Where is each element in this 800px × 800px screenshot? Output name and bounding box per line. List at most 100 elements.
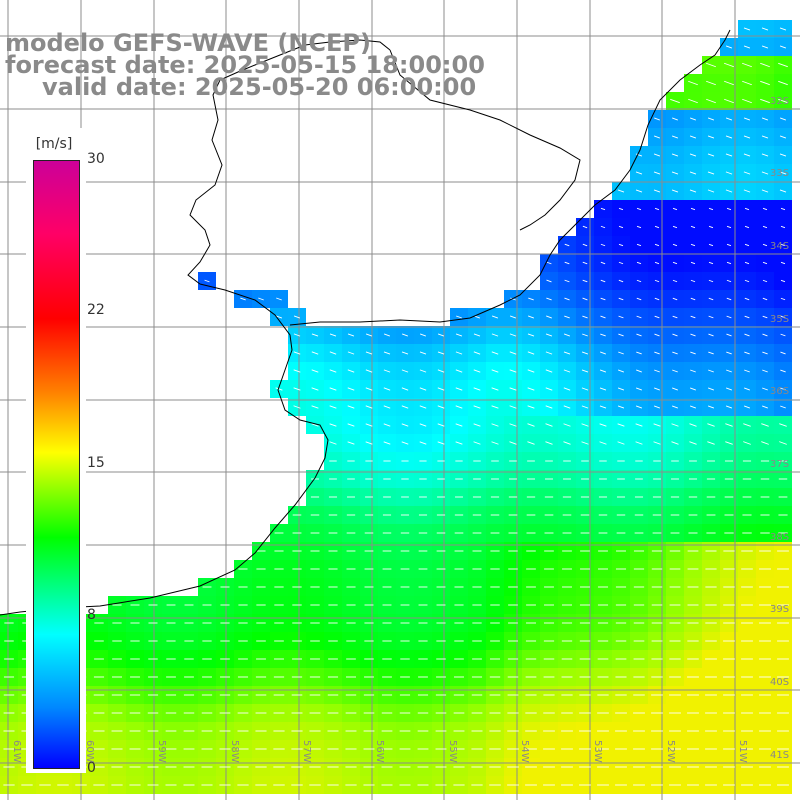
wind-arrow xyxy=(743,405,751,409)
wind-arrow xyxy=(473,333,481,337)
wind-arrow xyxy=(672,117,678,121)
wind-arrow xyxy=(636,369,642,373)
wind-arrow xyxy=(546,315,552,319)
wind-arrow xyxy=(690,225,696,229)
wind-arrow xyxy=(329,405,337,409)
wind-arrow xyxy=(437,351,445,355)
wind-arrow xyxy=(600,279,606,283)
wind-arrow xyxy=(599,369,607,373)
wind-arrow xyxy=(419,333,427,337)
wind-arrow xyxy=(383,351,391,355)
wind-arrow xyxy=(654,279,660,283)
wind-arrow xyxy=(707,153,715,157)
wind-arrow xyxy=(600,297,606,301)
wind-arrow xyxy=(742,62,752,68)
wind-arrow xyxy=(581,387,589,391)
wind-arrow xyxy=(563,333,571,337)
wind-arrow xyxy=(707,189,715,193)
wind-arrow xyxy=(743,171,751,175)
lon-label: 51W xyxy=(737,740,748,763)
wind-arrow xyxy=(690,243,696,247)
wind-arrow xyxy=(329,333,337,337)
wind-arrow xyxy=(564,297,570,301)
wind-arrow xyxy=(780,279,786,283)
wind-arrow xyxy=(744,315,750,319)
wind-arrow xyxy=(780,333,786,337)
wind-arrow xyxy=(509,387,517,391)
wind-arrow xyxy=(689,405,697,409)
wind-arrow xyxy=(509,369,517,373)
wind-arrow xyxy=(672,333,678,337)
wind-arrow xyxy=(545,405,553,409)
wind-arrow xyxy=(744,387,750,391)
lon-label: 56W xyxy=(374,740,385,763)
wind-arrow xyxy=(599,387,607,391)
wind-arrow xyxy=(563,351,571,355)
wind-arrow xyxy=(365,333,373,337)
wind-arrow xyxy=(617,387,625,391)
wind-arrow xyxy=(636,279,642,283)
wind-arrow xyxy=(653,153,661,157)
wind-arrow xyxy=(582,315,588,319)
wind-arrow xyxy=(347,441,355,445)
wind-arrow xyxy=(527,441,535,445)
wind-arrow xyxy=(581,423,589,427)
wind-arrow xyxy=(690,261,696,265)
wind-arrow xyxy=(690,333,696,337)
wind-arrow xyxy=(743,135,751,139)
wind-arrow xyxy=(293,369,301,373)
wind-arrow xyxy=(618,207,624,211)
wind-arrow xyxy=(635,153,643,157)
wind-arrow xyxy=(780,243,786,247)
wind-arrow xyxy=(743,423,751,427)
wind-arrow xyxy=(708,333,714,337)
wind-arrow xyxy=(545,441,553,445)
wind-arrow xyxy=(546,279,552,283)
wind-arrow xyxy=(293,315,301,319)
wind-arrow xyxy=(509,423,517,427)
wind-arrow xyxy=(617,189,625,193)
wind-arrow xyxy=(509,315,517,319)
wind-arrow xyxy=(491,405,499,409)
wind-arrow xyxy=(724,98,734,104)
wind-arrow xyxy=(762,405,768,409)
wind-arrow xyxy=(672,225,678,229)
wind-arrow xyxy=(725,441,733,445)
wind-arrow xyxy=(600,243,606,247)
wind-arrow xyxy=(762,387,768,391)
wind-arrow xyxy=(618,297,624,301)
wind-arrow xyxy=(311,387,319,391)
wind-arrow xyxy=(293,405,301,409)
wind-arrow xyxy=(636,351,642,355)
wind-arrow xyxy=(725,135,733,139)
wind-arrow xyxy=(778,80,788,86)
lon-label: 53W xyxy=(592,740,603,763)
wind-arrow xyxy=(707,441,715,445)
wind-arrow xyxy=(365,423,373,427)
wind-arrow xyxy=(743,153,751,157)
wind-arrow xyxy=(618,315,624,319)
wind-arrow xyxy=(708,243,714,247)
wind-arrow xyxy=(527,423,535,427)
wind-arrow xyxy=(365,441,373,445)
lon-label: 59W xyxy=(156,740,167,763)
wind-arrow xyxy=(545,369,553,373)
wind-arrow xyxy=(654,243,660,247)
wind-arrow xyxy=(779,27,787,31)
wind-arrow xyxy=(455,351,463,355)
lat-label: 35S xyxy=(770,314,790,325)
lon-label: 57W xyxy=(301,740,312,763)
wind-arrow xyxy=(761,423,769,427)
wind-arrow xyxy=(744,351,750,355)
wind-arrow xyxy=(708,207,714,211)
wind-arrow xyxy=(726,279,732,283)
wind-arrow xyxy=(779,153,787,157)
wind-arrow xyxy=(455,405,463,409)
wind-arrow xyxy=(365,351,373,355)
wind-arrow xyxy=(635,405,643,409)
wind-arrow xyxy=(456,315,462,319)
wind-arrow xyxy=(708,315,714,319)
coastline xyxy=(0,39,391,616)
wind-arrow xyxy=(726,387,732,391)
